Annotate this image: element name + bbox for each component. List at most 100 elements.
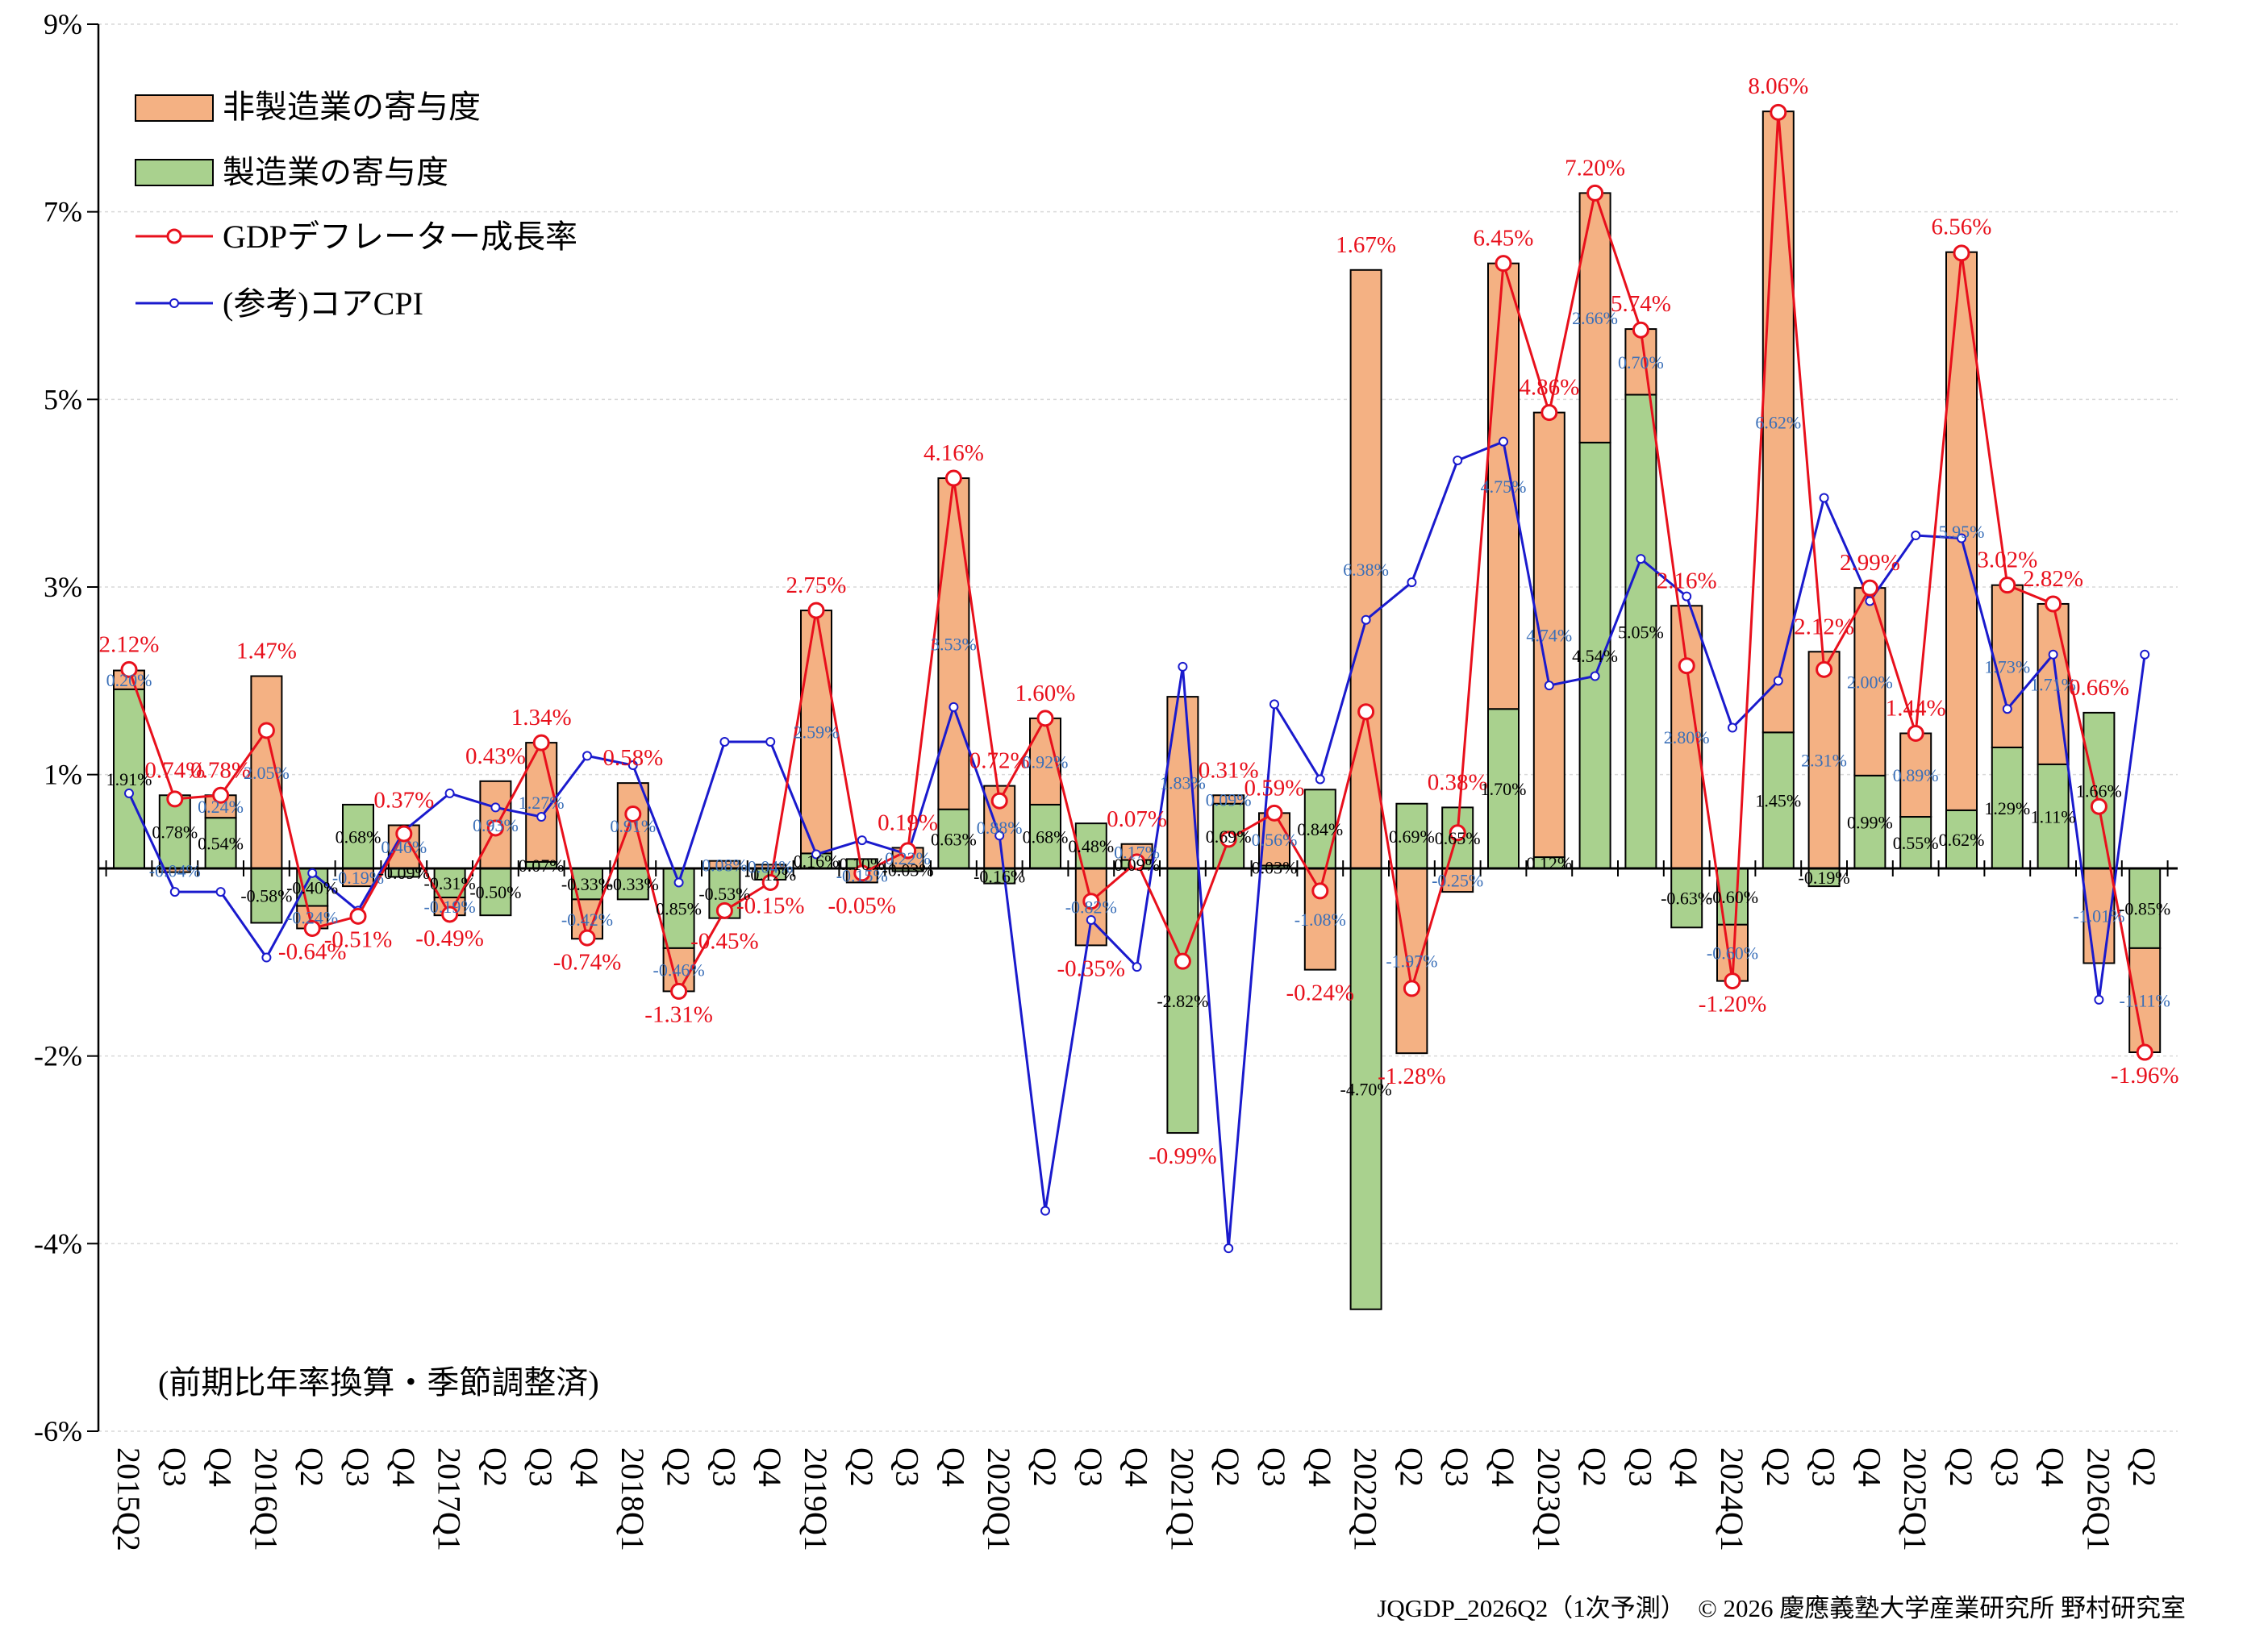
gdp-point bbox=[1174, 952, 1191, 970]
x-tick-label: Q3 bbox=[156, 1447, 193, 1487]
x-tick-label: Q4 bbox=[1851, 1447, 1887, 1487]
gdp-value-label: -0.24% bbox=[1286, 980, 1355, 1006]
mfg-value-label: 0.48% bbox=[1068, 836, 1114, 856]
legend-swatch-mfg bbox=[135, 159, 214, 186]
mfg-value-label: 0.65% bbox=[1435, 828, 1481, 848]
gdp-value-label: -1.31% bbox=[644, 1001, 713, 1027]
y-axis-ticks: 9% 7% 5% 3% 1% -2% -4% -6% bbox=[34, 8, 98, 1447]
x-tick-label: Q4 bbox=[1668, 1447, 1704, 1487]
gdp-point bbox=[1128, 853, 1146, 871]
cpi-point bbox=[2048, 649, 2058, 660]
gdp-value-label: 2.82% bbox=[2023, 566, 2083, 592]
cpi-point bbox=[1636, 554, 1646, 564]
cpi-point bbox=[2002, 704, 2012, 714]
mfg-value-label: -0.31% bbox=[424, 873, 476, 893]
nonmfg-value-label: 2.05% bbox=[244, 763, 290, 783]
bar-mfg bbox=[1166, 868, 1199, 1134]
cpi-point bbox=[1086, 914, 1096, 925]
bar-mfg bbox=[2128, 868, 2162, 949]
nonmfg-value-label: -0.15% bbox=[836, 866, 888, 886]
bar-mfg bbox=[1670, 868, 1703, 929]
nonmfg-value-label: 2.66% bbox=[1572, 308, 1618, 328]
nonmfg-value-label: 0.46% bbox=[381, 837, 427, 857]
x-tick-label: Q4 bbox=[752, 1447, 788, 1487]
bar-mfg bbox=[1487, 708, 1520, 869]
nonmfg-value-label: 1.71% bbox=[2030, 674, 2076, 694]
mfg-value-label: 0.09% bbox=[1114, 855, 1160, 875]
gdp-point bbox=[1311, 882, 1329, 900]
cpi-point bbox=[444, 788, 455, 798]
bar-mfg bbox=[342, 803, 374, 869]
gdp-value-label: -0.35% bbox=[1057, 955, 1126, 981]
mfg-value-label: 5.05% bbox=[1618, 622, 1664, 642]
gdp-point bbox=[1953, 244, 1970, 262]
x-tick-label: 2022Q1 bbox=[1348, 1447, 1384, 1551]
mfg-value-label: 0.84% bbox=[1297, 819, 1343, 839]
cpi-point bbox=[1682, 591, 1692, 602]
x-tick-label: Q2 bbox=[1210, 1447, 1246, 1487]
mfg-value-label: 1.29% bbox=[1984, 798, 2030, 818]
mfg-value-label: -0.33% bbox=[561, 874, 613, 894]
gdp-value-label: 0.43% bbox=[465, 743, 526, 769]
bar-mfg bbox=[2082, 711, 2116, 869]
gdp-point bbox=[1265, 804, 1283, 822]
bar-mfg bbox=[479, 868, 512, 917]
cpi-point bbox=[627, 760, 638, 771]
legend-marker-gdp bbox=[166, 228, 182, 244]
bar-nonmfg bbox=[1166, 696, 1199, 869]
cpi-point bbox=[490, 802, 501, 813]
gdp-value-label: 4.16% bbox=[923, 440, 984, 466]
mfg-value-label: -0.85% bbox=[2119, 898, 2170, 918]
y-tick-label: 5% bbox=[44, 383, 82, 415]
mfg-value-label: 1.45% bbox=[1755, 791, 1801, 811]
x-tick-label: Q3 bbox=[1622, 1447, 1658, 1487]
y-tick-label: 7% bbox=[44, 196, 82, 228]
x-tick-label: Q3 bbox=[1073, 1447, 1109, 1487]
bar-nonmfg bbox=[937, 477, 970, 810]
cpi-point bbox=[1361, 614, 1371, 625]
gdp-point bbox=[2136, 1043, 2153, 1061]
gdp-value-label: 2.99% bbox=[1840, 550, 1900, 576]
gdp-value-label: 3.02% bbox=[1977, 547, 2037, 573]
nonmfg-value-label: 6.38% bbox=[1343, 560, 1389, 580]
gdp-value-label: 4.86% bbox=[1519, 375, 1579, 401]
gdp-value-label: 1.67% bbox=[1336, 232, 1396, 258]
y-tick-label: -2% bbox=[34, 1040, 82, 1072]
gdp-point bbox=[395, 825, 413, 843]
mfg-value-label: -4.70% bbox=[1340, 1079, 1392, 1099]
nonmfg-value-label: -0.24% bbox=[286, 907, 338, 927]
nonmfg-value-label: -0.25% bbox=[1432, 871, 1483, 891]
mfg-value-label: -0.16% bbox=[973, 866, 1025, 886]
mfg-value-label: 0.69% bbox=[1206, 826, 1252, 847]
gdp-point bbox=[532, 734, 550, 751]
nonmfg-value-label: 0.17% bbox=[1114, 843, 1160, 863]
gdp-point bbox=[257, 722, 275, 739]
gdp-point bbox=[486, 819, 504, 837]
x-tick-label: 2016Q1 bbox=[248, 1447, 284, 1551]
nonmfg-value-label: 3.53% bbox=[931, 634, 977, 654]
nonmfg-value-label: 4.75% bbox=[1481, 477, 1527, 497]
cpi-point bbox=[2094, 994, 2104, 1005]
gdp-point bbox=[1357, 703, 1375, 721]
mfg-value-label: -0.12% bbox=[744, 864, 796, 885]
legend-label-gdp: GDPデフレーター成長率 bbox=[223, 219, 577, 255]
nonmfg-value-label: 2.59% bbox=[794, 722, 840, 743]
mfg-value-label: 0.63% bbox=[931, 829, 977, 849]
x-tick-label: Q2 bbox=[294, 1447, 330, 1487]
gdp-point bbox=[578, 929, 596, 947]
gdp-value-label: 1.44% bbox=[1886, 695, 1946, 721]
cpi-point bbox=[673, 877, 684, 888]
nonmfg-value-label: 1.27% bbox=[519, 793, 565, 813]
mfg-value-label: -0.58% bbox=[240, 886, 292, 906]
gdp-point bbox=[761, 873, 779, 891]
mfg-value-label: 0.69% bbox=[1389, 826, 1435, 847]
x-tick-label: Q2 bbox=[661, 1447, 697, 1487]
nonmfg-value-label: 0.24% bbox=[198, 797, 244, 817]
nonmfg-value-label: 0.56% bbox=[1252, 830, 1298, 850]
gdp-value-label: 1.34% bbox=[511, 705, 572, 731]
legend-marker-cpi bbox=[169, 298, 179, 308]
bar-mfg bbox=[113, 688, 145, 870]
mfg-value-label: 1.70% bbox=[1481, 779, 1527, 799]
gdp-point bbox=[807, 602, 825, 619]
gdp-value-label: -0.99% bbox=[1149, 1143, 1217, 1169]
